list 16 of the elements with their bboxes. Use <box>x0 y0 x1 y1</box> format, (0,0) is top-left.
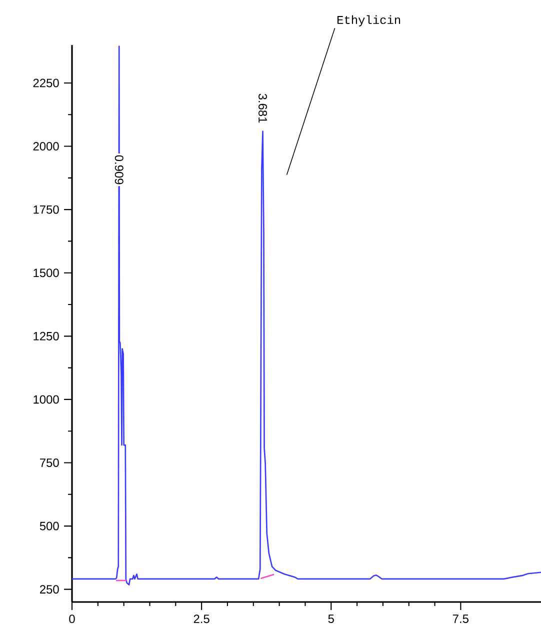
text: Ethylicin <box>337 15 400 26</box>
y-tick-label: 1000 <box>34 395 59 404</box>
x-tick-label: 7.5 <box>452 614 468 624</box>
x-tick-label: 5 <box>328 614 334 624</box>
y-tick-label: 1250 <box>34 332 59 340</box>
y-tick-label: 1500 <box>34 268 59 278</box>
annotation: 0.909 <box>114 155 124 184</box>
y-tick-label: 2000 <box>33 142 59 151</box>
x-tick-label: 2.5 <box>194 614 210 624</box>
y-tick-label: 1750 <box>34 205 59 214</box>
x-tick-label: 0 <box>69 614 75 624</box>
annotation: 3.681 <box>258 94 268 123</box>
y-tick-label: 250 <box>40 585 59 594</box>
y-tick-label: 750 <box>40 458 59 467</box>
y-tick-label: 500 <box>40 522 59 530</box>
y-tick-label: 2250 <box>33 78 59 88</box>
